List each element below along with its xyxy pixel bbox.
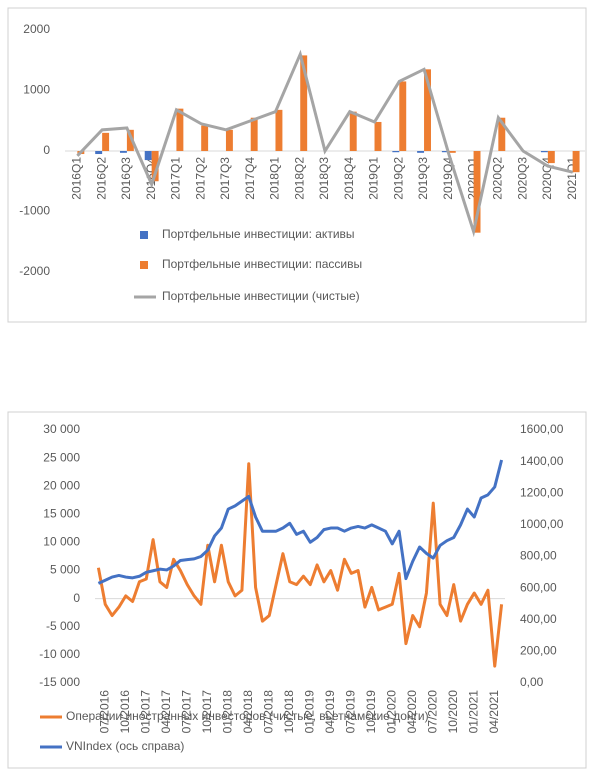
bar: [95, 151, 103, 155]
x-tick-label: 2017Q4: [243, 157, 257, 200]
y2-tick-label: 1400,00: [520, 454, 564, 468]
legend-label: Портфельные инвестиции (чистые): [162, 289, 360, 303]
x-tick-label: 01/2019: [302, 690, 316, 734]
line: [76, 49, 573, 238]
bar: [374, 121, 382, 151]
x-tick-label: 01/2018: [220, 690, 234, 734]
y-tick-label: 20 000: [43, 478, 80, 492]
y2-tick-label: 400,00: [520, 612, 557, 626]
legend-label: Операции иностранных инвесторов (чистые,…: [66, 709, 429, 723]
x-tick-label: 2017Q1: [169, 157, 183, 200]
x-tick-label: 07/2018: [261, 690, 275, 734]
x-tick-label: 2019Q1: [367, 157, 381, 200]
line: [97, 459, 504, 585]
chart-frame: [7, 411, 587, 769]
bar: [448, 151, 456, 153]
x-tick-label: 07/2016: [97, 690, 111, 734]
bar: [392, 151, 400, 153]
legend-swatch: [140, 261, 148, 269]
y-tick-label: -1000: [19, 204, 50, 218]
y-tick-label: -10 000: [39, 647, 80, 661]
bar: [275, 109, 283, 151]
y-tick-label: 15 000: [43, 507, 80, 521]
x-tick-label: 01/2020: [384, 690, 398, 734]
y-tick-label: -2000: [19, 264, 50, 278]
bar: [201, 125, 209, 151]
x-tick-label: 01/2017: [138, 690, 152, 734]
x-tick-label: 10/2016: [118, 690, 132, 734]
x-tick-label: 2019Q4: [441, 157, 455, 200]
legend-label: VNIndex (ось справа): [66, 739, 184, 753]
x-tick-label: 2020Q3: [515, 157, 529, 200]
bar: [102, 132, 110, 151]
x-tick-label: 01/2021: [466, 690, 480, 734]
x-tick-label: 2016Q1: [70, 157, 84, 200]
y2-tick-label: 600,00: [520, 580, 557, 594]
y2-tick-label: 1200,00: [520, 485, 564, 499]
x-tick-label: 10/2018: [282, 690, 296, 734]
x-tick-label: 2018Q2: [292, 157, 306, 200]
y-tick-label: 1000: [23, 83, 50, 97]
x-tick-label: 07/2019: [343, 690, 357, 734]
y-tick-label: -15 000: [39, 675, 80, 689]
bar: [540, 151, 548, 153]
legend-label: Портфельные инвестиции: активы: [162, 227, 355, 241]
y2-tick-label: 1000,00: [520, 517, 564, 531]
bar: [424, 69, 431, 151]
x-tick-label: 04/2020: [405, 690, 419, 734]
x-tick-label: 04/2018: [241, 690, 255, 734]
x-tick-label: 2018Q4: [342, 157, 356, 200]
bar: [300, 55, 308, 151]
bar: [119, 151, 127, 153]
x-tick-label: 04/2019: [323, 690, 337, 734]
y-tick-label: 30 000: [43, 422, 80, 436]
x-tick-label: 07/2020: [425, 690, 439, 734]
legend-label: Портфельные инвестиции: пассивы: [162, 257, 362, 271]
bar: [144, 151, 152, 161]
line: [96, 462, 504, 668]
y2-tick-label: 1600,00: [520, 422, 564, 436]
x-tick-label: 2020Q2: [491, 157, 505, 200]
bar: [498, 117, 506, 151]
x-tick-label: 2019Q3: [416, 157, 430, 200]
bar: [473, 151, 481, 233]
x-tick-label: 2017Q2: [193, 157, 207, 200]
x-tick-label: 2016Q2: [94, 157, 108, 200]
bar: [250, 117, 258, 151]
x-tick-label: 2018Q1: [268, 157, 282, 200]
y-tick-label: 0: [73, 591, 80, 605]
x-tick-label: 2019Q2: [391, 157, 405, 200]
x-tick-label: 04/2017: [159, 690, 173, 734]
x-tick-label: 2017Q3: [218, 157, 232, 200]
x-tick-label: 04/2021: [487, 690, 501, 734]
x-tick-label: 10/2020: [446, 690, 460, 734]
x-tick-label: 2016Q3: [119, 157, 133, 200]
x-tick-label: 2018Q3: [317, 157, 331, 200]
bar: [547, 151, 555, 164]
bar: [441, 151, 449, 153]
bar: [176, 108, 184, 151]
y-tick-label: 5 000: [50, 563, 80, 577]
x-tick-label: 10/2017: [200, 690, 214, 734]
bar: [126, 129, 134, 151]
y2-tick-label: 0,00: [520, 675, 544, 689]
bar: [151, 151, 159, 182]
bar: [417, 151, 425, 153]
legend-swatch: [140, 231, 148, 239]
bar: [572, 151, 580, 173]
y-tick-label: -5 000: [46, 619, 80, 633]
y-tick-label: 0: [43, 143, 50, 157]
x-tick-label: 10/2019: [364, 690, 378, 734]
bar: [399, 81, 407, 151]
y-tick-label: 10 000: [43, 535, 80, 549]
y2-tick-label: 200,00: [520, 644, 557, 658]
bar: [225, 129, 233, 151]
y-tick-label: 25 000: [43, 450, 80, 464]
y2-tick-label: 800,00: [520, 549, 557, 563]
x-tick-label: 07/2017: [179, 690, 193, 734]
y-tick-label: 2000: [23, 22, 50, 36]
bar: [349, 111, 357, 151]
